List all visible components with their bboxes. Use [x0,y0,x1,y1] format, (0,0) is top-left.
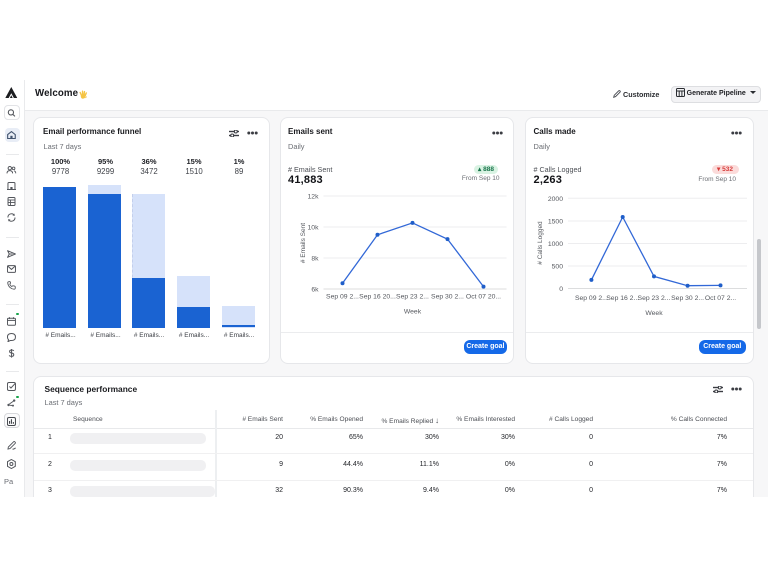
svg-text:10k: 10k [307,225,319,232]
svg-text:2000: 2000 [548,196,563,203]
svg-text:500: 500 [552,264,564,271]
svg-text:Sep 16 20...: Sep 16 20... [359,294,396,301]
svg-text:Sep 30 2...: Sep 30 2... [671,295,704,302]
svg-text:1500: 1500 [548,219,563,226]
svg-text:1000: 1000 [548,241,563,248]
svg-text:Sep 23 2...: Sep 23 2... [638,295,671,302]
svg-text:12k: 12k [307,194,319,201]
svg-text:6k: 6k [311,287,319,294]
svg-text:Oct 07 20...: Oct 07 20... [465,294,500,301]
svg-text:# Calls Logged: # Calls Logged [537,221,544,265]
svg-text:Sep 23 2...: Sep 23 2... [396,294,429,301]
svg-text:0: 0 [559,286,563,293]
svg-text:Sep 30 2...: Sep 30 2... [431,294,464,301]
svg-text:Oct 07 2...: Oct 07 2... [705,295,736,302]
svg-text:Sep 09 2...: Sep 09 2... [326,294,359,301]
svg-text:Sep 09 2...: Sep 09 2... [575,295,608,302]
svg-text:Sep 16 2...: Sep 16 2... [606,295,639,302]
svg-text:# Emails Sent: # Emails Sent [300,223,307,263]
svg-text:8k: 8k [311,256,319,263]
svg-text:Week: Week [403,309,421,316]
svg-text:Week: Week [645,310,663,317]
